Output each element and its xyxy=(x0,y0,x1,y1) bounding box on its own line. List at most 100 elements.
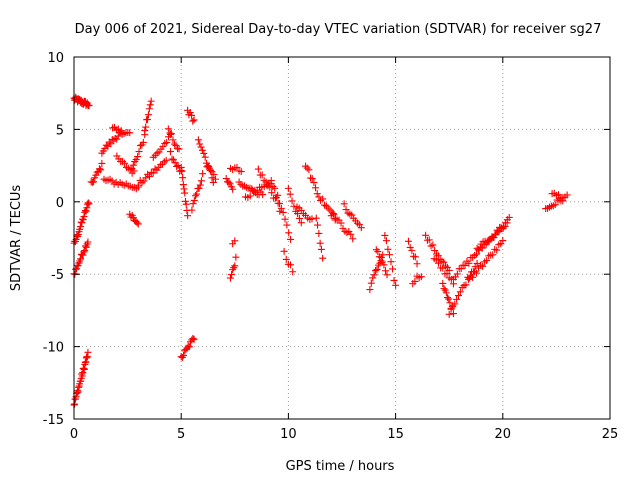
data-point xyxy=(190,116,198,124)
data-point xyxy=(434,252,442,260)
data-point xyxy=(121,159,129,167)
data-point xyxy=(76,223,84,231)
data-point xyxy=(149,169,157,177)
data-point xyxy=(193,190,201,198)
data-point xyxy=(189,200,197,208)
data-point xyxy=(337,219,345,227)
data-point xyxy=(197,177,205,185)
data-point xyxy=(465,259,473,267)
data-point xyxy=(172,141,180,149)
data-point xyxy=(281,215,289,223)
data-point xyxy=(180,185,188,193)
data-point xyxy=(453,270,461,278)
data-point xyxy=(439,279,447,287)
data-point xyxy=(80,213,88,221)
data-point xyxy=(276,207,284,215)
data-point xyxy=(198,146,206,154)
data-point xyxy=(473,259,481,267)
data-point xyxy=(280,247,288,255)
data-point xyxy=(102,141,110,149)
data-point xyxy=(82,243,90,251)
data-point xyxy=(175,145,183,153)
data-point xyxy=(84,238,92,246)
data-point xyxy=(199,170,207,178)
data-point xyxy=(83,204,91,212)
data-point xyxy=(227,274,235,282)
data-point xyxy=(266,183,274,191)
data-point xyxy=(197,143,205,151)
data-point xyxy=(98,159,106,167)
data-point xyxy=(445,295,453,303)
data-point xyxy=(308,215,316,223)
data-point xyxy=(449,310,457,318)
data-point xyxy=(387,258,395,266)
x-axis-title: GPS time / hours xyxy=(286,459,395,474)
data-point xyxy=(303,164,311,172)
data-point xyxy=(555,191,563,199)
data-point xyxy=(283,221,291,229)
data-point xyxy=(440,258,448,266)
data-point xyxy=(181,197,189,205)
data-point xyxy=(85,101,93,109)
data-point xyxy=(237,168,245,176)
data-point xyxy=(140,177,148,185)
data-point xyxy=(133,219,141,227)
data-point xyxy=(340,200,348,208)
data-point xyxy=(312,184,320,192)
data-point xyxy=(381,231,389,239)
data-point xyxy=(384,245,392,253)
data-point xyxy=(208,174,216,182)
data-point xyxy=(206,166,214,174)
data-point xyxy=(440,285,448,293)
data-point xyxy=(489,251,497,259)
data-point xyxy=(173,162,181,170)
data-point xyxy=(135,148,143,156)
data-point xyxy=(404,237,412,245)
data-point xyxy=(189,117,197,125)
y-axis-title: SDTVAR / TECUs xyxy=(9,185,24,292)
data-point xyxy=(310,179,318,187)
data-point xyxy=(413,260,421,268)
data-point xyxy=(262,178,270,186)
data-point xyxy=(367,279,375,287)
data-point xyxy=(166,130,174,138)
data-point xyxy=(200,149,208,157)
data-point xyxy=(85,200,93,208)
data-point xyxy=(425,236,433,244)
data-point xyxy=(258,171,266,179)
chart-title: Day 006 of 2021, Sidereal Day-to-day VTE… xyxy=(75,22,602,37)
data-point xyxy=(268,189,276,197)
data-point xyxy=(271,184,279,192)
data-point xyxy=(411,277,419,285)
data-point xyxy=(389,265,397,273)
data-point xyxy=(181,189,189,197)
data-point xyxy=(254,165,262,173)
data-point xyxy=(182,200,190,208)
data-point xyxy=(453,295,461,303)
data-point xyxy=(469,273,477,281)
data-point xyxy=(495,227,503,235)
y-tick-label: -10 xyxy=(43,341,64,356)
data-point xyxy=(297,219,305,227)
data-point xyxy=(190,335,198,343)
data-point xyxy=(315,229,323,237)
data-point xyxy=(373,265,381,273)
data-point xyxy=(184,342,192,350)
data-point xyxy=(233,163,241,171)
data-point xyxy=(110,136,118,144)
data-point xyxy=(79,216,87,224)
data-point xyxy=(134,220,142,228)
x-tick-label: 5 xyxy=(177,427,185,442)
data-point xyxy=(162,156,170,164)
data-points xyxy=(70,93,571,409)
data-point xyxy=(382,237,390,245)
data-point xyxy=(370,271,378,279)
data-point xyxy=(168,155,176,163)
data-point xyxy=(147,97,155,105)
y-tick-label: -15 xyxy=(43,413,64,428)
data-point xyxy=(77,255,85,263)
data-point xyxy=(129,161,137,169)
data-point xyxy=(144,111,152,119)
data-point xyxy=(289,268,297,276)
